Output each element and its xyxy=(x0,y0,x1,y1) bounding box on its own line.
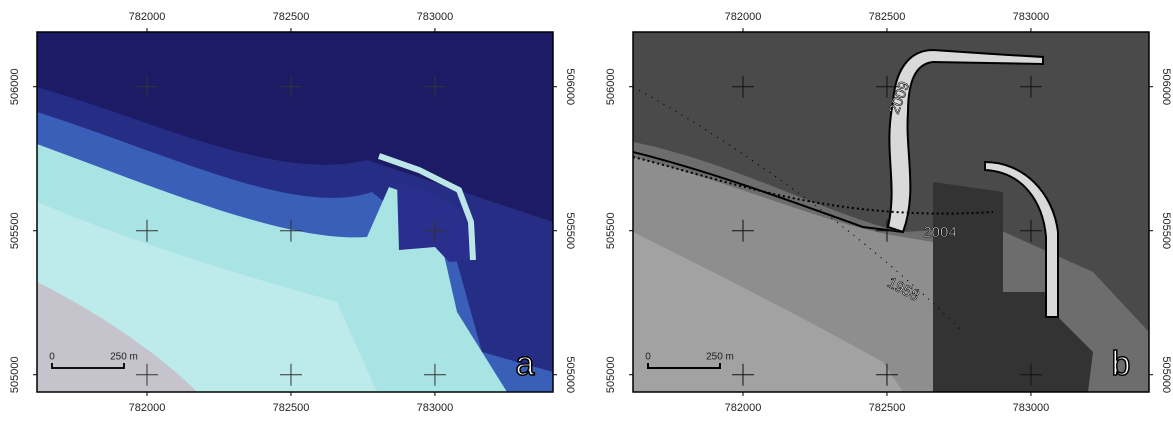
y-tick-label: 506000 xyxy=(564,68,576,105)
x-tick-label: 782000 xyxy=(129,11,166,23)
y-tick-label: 505500 xyxy=(564,212,576,249)
y-tick-label: 506000 xyxy=(605,68,617,105)
panel-letter: b xyxy=(1112,345,1131,383)
satellite-image xyxy=(37,32,553,392)
x-tick-label: 783000 xyxy=(417,11,454,23)
y-tick-label: 506000 xyxy=(1160,68,1172,105)
x-tick-label: 782500 xyxy=(869,11,906,23)
x-tick-label: 782000 xyxy=(725,402,762,414)
y-tick-label: 506000 xyxy=(9,68,21,105)
y-tick-label: 505000 xyxy=(564,356,576,393)
x-tick-label: 782500 xyxy=(273,11,310,23)
x-tick-label: 782000 xyxy=(725,11,762,23)
figure: 2009 2004 1958 7820007820007825007825007… xyxy=(0,0,1173,417)
y-tick-label: 505500 xyxy=(605,212,617,249)
scale-label: 250 m xyxy=(706,352,734,363)
scale-label: 250 m xyxy=(110,352,138,363)
x-tick-label: 783000 xyxy=(417,402,454,414)
y-tick-label: 505000 xyxy=(9,356,21,393)
y-tick-label: 505000 xyxy=(1160,356,1172,393)
shoreline-label: 2004 xyxy=(923,224,956,241)
y-tick-label: 505000 xyxy=(605,356,617,393)
y-tick-label: 505500 xyxy=(9,212,21,249)
aerial-image xyxy=(633,32,1149,392)
x-tick-label: 782000 xyxy=(129,402,166,414)
page: {"panels": [ {"label": "a", "xlim": [781… xyxy=(0,0,1173,417)
x-tick-label: 783000 xyxy=(1013,402,1050,414)
y-tick-label: 505500 xyxy=(1160,212,1172,249)
x-tick-label: 783000 xyxy=(1013,11,1050,23)
panel-letter: a xyxy=(516,345,535,383)
scale-label: 0 xyxy=(645,352,651,363)
x-tick-label: 782500 xyxy=(273,402,310,414)
scale-label: 0 xyxy=(49,352,55,363)
x-tick-label: 782500 xyxy=(869,402,906,414)
